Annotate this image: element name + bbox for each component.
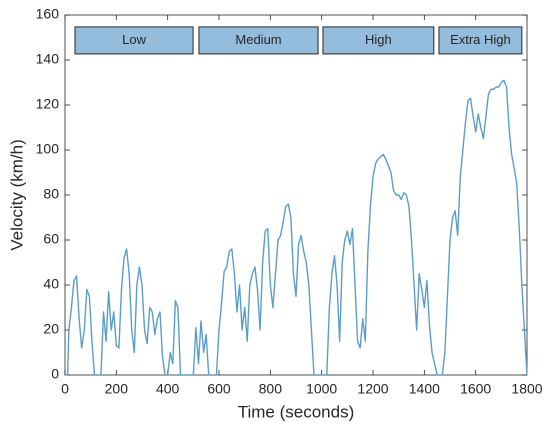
y-axis-label: Velocity (km/h) [7,139,26,250]
y-tick-label: 100 [36,141,60,157]
phase-label: High [365,32,392,47]
y-tick-label: 140 [36,51,60,67]
phase-label: Extra High [450,32,511,47]
phase-box [438,26,523,55]
x-tick-label: 1400 [409,381,440,397]
phase-box [322,26,435,55]
x-tick-label: 800 [259,381,283,397]
phase-label: Low [122,32,146,47]
x-tick-label: 600 [207,381,231,397]
phase-box [198,26,319,55]
y-tick-label: 80 [43,186,59,202]
x-tick-label: 1600 [460,381,491,397]
x-axis-label: Time (seconds) [238,402,355,421]
plot-area [64,14,528,376]
y-tick-label: 20 [43,321,59,337]
x-tick-label: 200 [105,381,129,397]
y-tick-label: 40 [43,276,59,292]
x-tick-label: 400 [156,381,180,397]
phase-box [74,26,194,55]
velocity-line [65,79,528,376]
y-tick-label: 160 [36,6,60,22]
x-tick-label: 1200 [357,381,388,397]
y-tick-label: 60 [43,231,59,247]
y-tick-label: 0 [51,366,59,382]
x-tick-label: 1800 [511,381,542,397]
y-tick-label: 120 [36,96,60,112]
x-tick-label: 1000 [306,381,337,397]
x-tick-label: 0 [61,381,69,397]
phase-label: Medium [235,32,281,47]
